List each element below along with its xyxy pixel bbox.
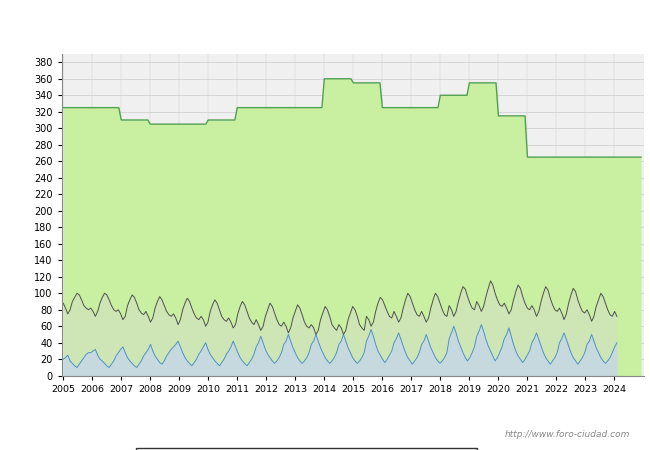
Text: http://www.foro-ciudad.com: http://www.foro-ciudad.com	[505, 430, 630, 439]
Legend: Ocupados, Parados, Hab. entre 16-64: Ocupados, Parados, Hab. entre 16-64	[136, 448, 476, 450]
Text: Rubite - Evolucion de la poblacion en edad de Trabajar Noviembre de 2024: Rubite - Evolucion de la poblacion en ed…	[75, 17, 575, 30]
